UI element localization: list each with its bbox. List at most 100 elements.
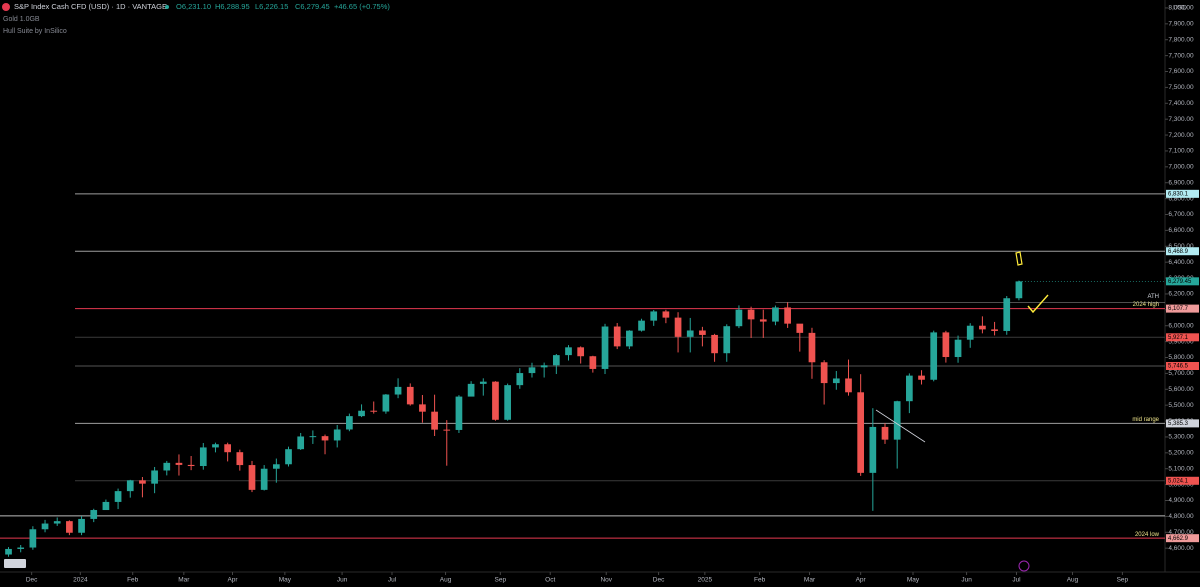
candle-body — [419, 404, 426, 412]
status-dot — [165, 5, 169, 9]
candle-body — [333, 429, 341, 441]
candle-body — [565, 347, 572, 356]
x-tick-label: Oct — [545, 577, 555, 584]
level-label: 5,385.3 — [1168, 421, 1189, 427]
y-tick-label: 5,200.00 — [1168, 450, 1194, 457]
candle-body — [199, 447, 207, 467]
indicator: Gold 1.0GB — [3, 16, 40, 23]
candle-body — [163, 462, 171, 471]
y-tick-label: 5,600.00 — [1168, 386, 1194, 393]
candle-body — [236, 452, 244, 466]
candle-body — [711, 334, 718, 354]
y-tick-label: 6,400.00 — [1168, 259, 1194, 266]
y-tick-label: 5,700.00 — [1168, 370, 1194, 377]
y-tick-label: 6,000.00 — [1168, 322, 1194, 329]
level-tag — [1166, 476, 1199, 485]
y-tick-label: 7,100.00 — [1168, 148, 1194, 155]
x-tick-label: Apr — [227, 577, 238, 584]
x-tick-label: Feb — [754, 577, 766, 584]
candle-body — [650, 311, 658, 321]
level-label: 5,927.1 — [1168, 335, 1189, 341]
candle-body — [467, 383, 475, 397]
candle-body — [1015, 281, 1023, 299]
level-tag — [1166, 419, 1199, 428]
y-tick-label: 6,900.00 — [1168, 179, 1194, 186]
candle-body — [577, 347, 585, 357]
y-tick-label: 7,700.00 — [1168, 52, 1194, 59]
candle-body — [29, 529, 37, 548]
candle-body — [479, 381, 487, 384]
y-tick-label: 4,600.00 — [1168, 545, 1194, 552]
candle-body — [504, 385, 511, 420]
candle-body — [53, 521, 61, 524]
x-tick-label: Aug — [1067, 577, 1079, 584]
level-label: 5,746.5 — [1168, 364, 1189, 370]
level-tag — [1166, 534, 1199, 543]
candle-body — [321, 436, 329, 441]
x-tick-label: Jul — [1012, 577, 1021, 584]
y-tick-label: 7,900.00 — [1168, 21, 1194, 28]
candle-body — [260, 468, 268, 490]
candle-body — [784, 307, 791, 324]
candle-body — [540, 365, 548, 368]
change: +46.65 (+0.75%) — [334, 2, 390, 11]
level-label: 5,024.1 — [1168, 478, 1189, 484]
candle-body — [1003, 298, 1011, 331]
candle-body — [175, 462, 183, 465]
candle-body — [845, 378, 852, 393]
candle-body — [528, 367, 536, 374]
x-tick-label: Nov — [600, 577, 612, 584]
level-label: 6,830.1 — [1168, 191, 1189, 197]
x-tick-label: 2025 — [698, 577, 713, 584]
replay-icon[interactable] — [1018, 560, 1030, 572]
level-note: 2024 high — [1133, 302, 1159, 308]
plot: 4,600.00 4,700.00 4,800.00 4,900.00 5,000.00… — [0, 5, 1199, 584]
y-tick-label: 8,000.00 — [1168, 5, 1194, 12]
candle-body — [248, 465, 256, 490]
currency: USD — [1173, 5, 1187, 12]
candle-body — [139, 480, 146, 484]
candle-body — [151, 470, 158, 484]
candle-body — [552, 355, 560, 366]
level-tag — [1166, 362, 1199, 371]
candle-body — [832, 378, 840, 384]
level-tag — [1166, 189, 1199, 198]
last-price-label: 6,279.45 — [1168, 279, 1192, 285]
candle-body — [747, 309, 755, 320]
x-tick-label: Apr — [856, 577, 867, 584]
level-label: 4,662.9 — [1168, 536, 1189, 542]
candle-body — [674, 317, 682, 337]
candle-body — [358, 410, 365, 417]
candle-body — [212, 444, 219, 448]
level-note: 2024 low — [1135, 532, 1160, 538]
candle-body — [869, 426, 877, 473]
x-tick-label: May — [279, 577, 292, 584]
x-tick-label: Sep — [1117, 577, 1129, 584]
x-tick-label: Feb — [127, 577, 139, 584]
y-tick-label: 6,600.00 — [1168, 227, 1194, 234]
y-tick-label: 5,800.00 — [1168, 354, 1194, 361]
candle-body — [759, 319, 767, 322]
close: C6,279.45 — [295, 2, 330, 11]
level-label: 6,107.7 — [1168, 306, 1189, 312]
level-tag — [1166, 333, 1199, 342]
candle-body — [601, 326, 609, 369]
candle-body — [394, 386, 402, 395]
trend-line — [875, 409, 926, 443]
candle-body — [991, 329, 998, 331]
candle-body — [431, 411, 438, 430]
candle-body — [638, 320, 645, 331]
annotation — [1027, 294, 1049, 314]
candle-body — [966, 325, 974, 340]
candle-body — [699, 330, 706, 335]
y-tick-label: 6,800.00 — [1168, 195, 1194, 202]
y-tick-label: 7,000.00 — [1168, 164, 1194, 171]
open: O6,231.10 — [176, 2, 211, 11]
candle-body — [443, 429, 451, 431]
y-tick-label: 5,000.00 — [1168, 481, 1194, 488]
symbol-icon — [2, 3, 10, 11]
candle-body — [102, 501, 110, 511]
x-tick-label: Jun — [337, 577, 348, 584]
y-tick-label: 7,600.00 — [1168, 68, 1194, 75]
